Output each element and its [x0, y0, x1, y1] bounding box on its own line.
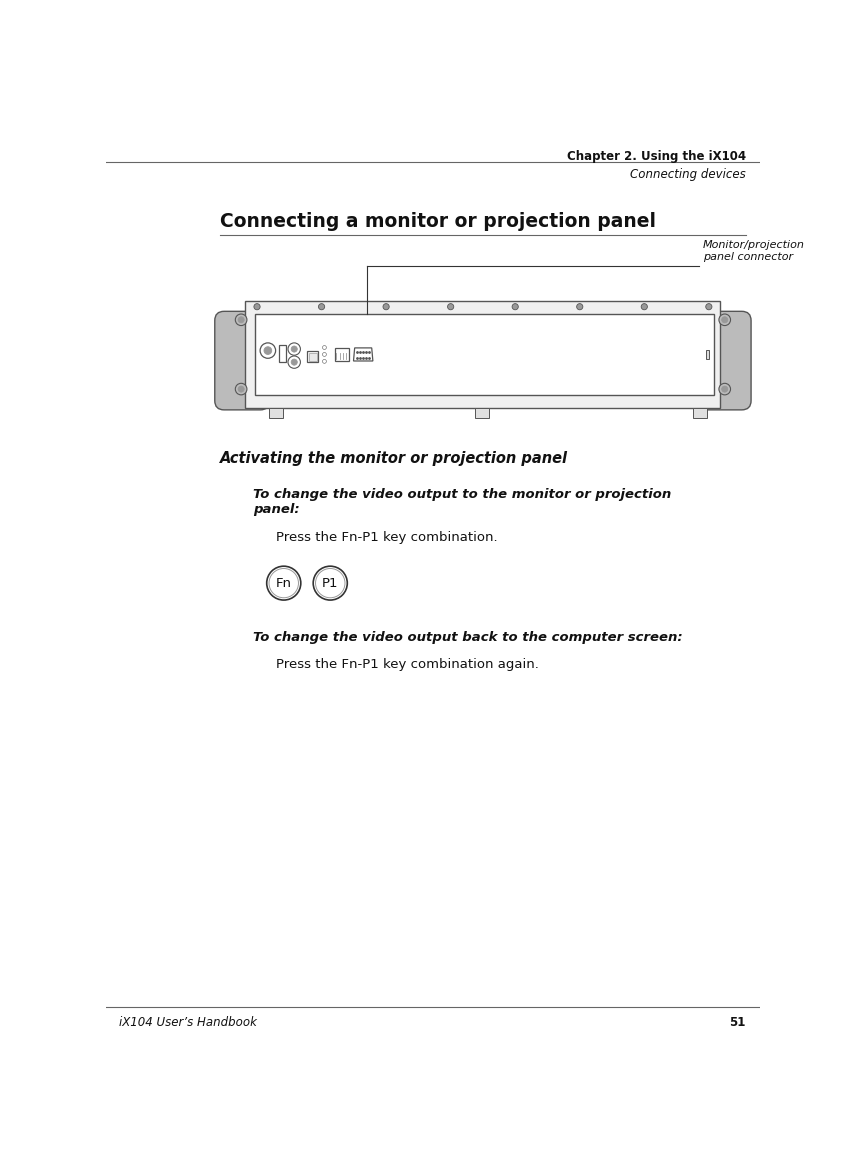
Text: Press the Fn-P1 key combination again.: Press the Fn-P1 key combination again. [276, 658, 538, 671]
Text: Activating the monitor or projection panel: Activating the monitor or projection pan… [220, 451, 568, 465]
Circle shape [722, 317, 728, 323]
Bar [307, 352, 318, 362]
Text: Connecting devices: Connecting devices [630, 168, 745, 182]
Circle shape [288, 356, 300, 368]
Circle shape [512, 303, 518, 310]
Bar [255, 314, 714, 396]
Circle shape [447, 303, 454, 310]
Text: Monitor/projection
panel connector: Monitor/projection panel connector [703, 241, 805, 261]
Circle shape [318, 303, 325, 310]
Circle shape [291, 359, 297, 366]
Bar [693, 408, 707, 419]
Circle shape [719, 314, 731, 325]
Circle shape [316, 568, 345, 598]
Bar [309, 353, 316, 361]
Bar [268, 408, 283, 419]
Circle shape [322, 346, 327, 349]
Circle shape [260, 342, 276, 359]
Circle shape [288, 342, 300, 355]
Text: Connecting a monitor or projection panel: Connecting a monitor or projection panel [220, 212, 656, 231]
Bar [706, 349, 709, 359]
Circle shape [322, 353, 327, 356]
FancyBboxPatch shape [246, 301, 721, 408]
Circle shape [383, 303, 389, 310]
Circle shape [641, 303, 647, 310]
Circle shape [719, 383, 731, 395]
Circle shape [322, 360, 327, 363]
Circle shape [238, 386, 244, 392]
Circle shape [576, 303, 583, 310]
Text: Chapter 2. Using the iX104: Chapter 2. Using the iX104 [566, 149, 745, 163]
Text: Fn: Fn [276, 576, 292, 590]
Text: 51: 51 [729, 1016, 745, 1029]
Circle shape [235, 383, 247, 395]
Text: To change the video output back to the computer screen:: To change the video output back to the c… [252, 631, 683, 643]
Text: P1: P1 [322, 576, 338, 590]
Text: iX104 User’s Handbook: iX104 User’s Handbook [120, 1016, 257, 1029]
Circle shape [254, 303, 260, 310]
Circle shape [313, 566, 347, 600]
Circle shape [264, 347, 272, 354]
Polygon shape [354, 348, 373, 361]
Circle shape [269, 568, 299, 598]
FancyBboxPatch shape [696, 311, 751, 410]
FancyBboxPatch shape [214, 311, 269, 410]
Circle shape [706, 303, 712, 310]
Text: To change the video output to the monitor or projection
panel:: To change the video output to the monito… [252, 487, 671, 516]
Circle shape [722, 386, 728, 392]
Circle shape [267, 566, 300, 600]
Text: Press the Fn-P1 key combination.: Press the Fn-P1 key combination. [276, 531, 498, 544]
Bar [334, 348, 349, 361]
Bar [475, 408, 490, 419]
Circle shape [238, 317, 244, 323]
Bar [279, 345, 286, 362]
Circle shape [235, 314, 247, 325]
Circle shape [291, 346, 297, 352]
